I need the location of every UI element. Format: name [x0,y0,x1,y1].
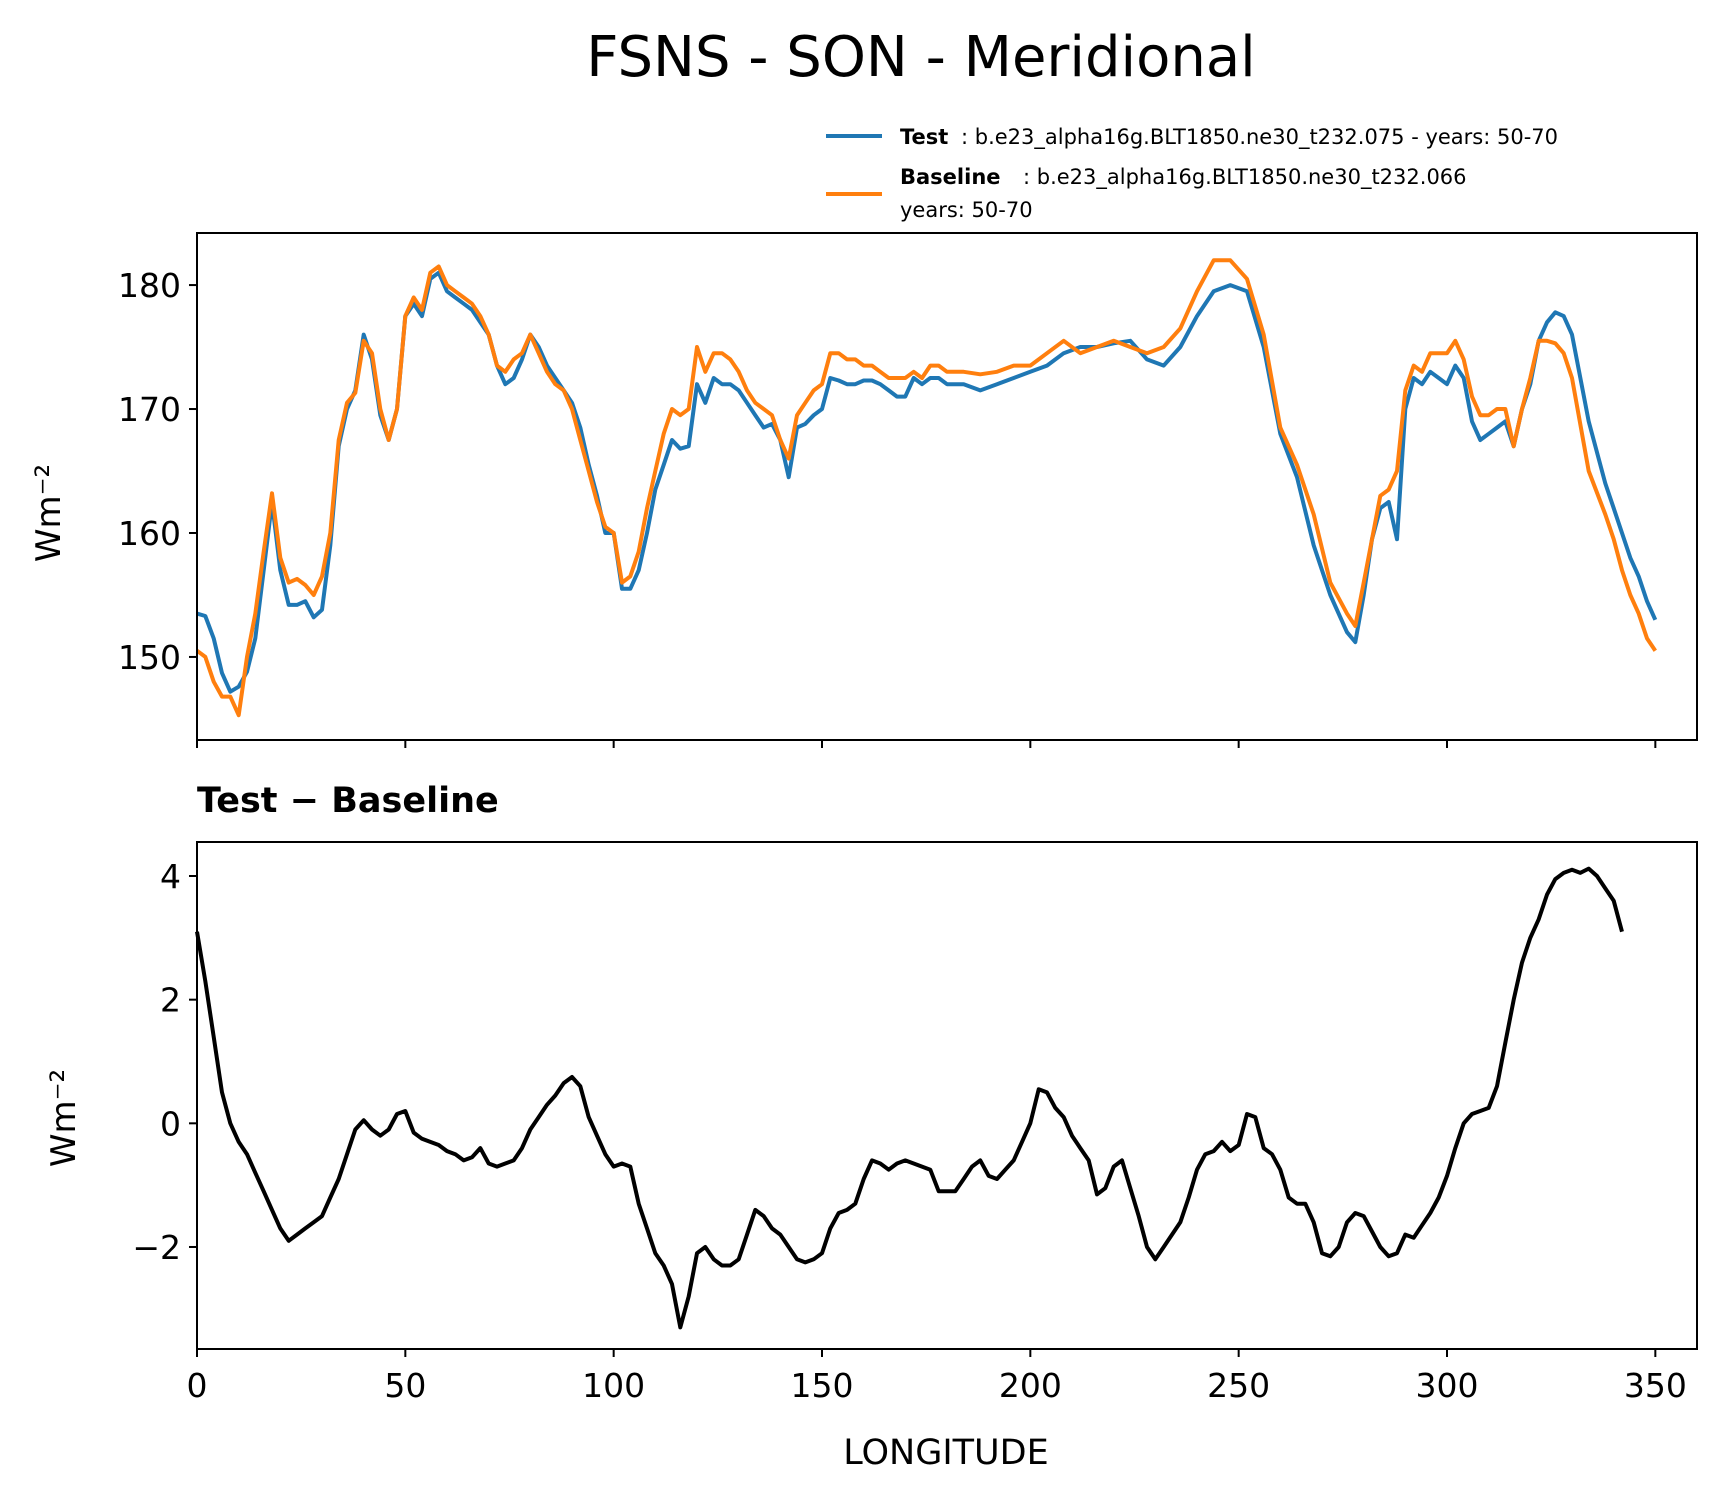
y-tick-label-0-2: 170 [118,390,181,429]
legend-test-detail: : b.e23_alpha16g.BLT1850.ne30_t232.075 -… [961,125,1558,150]
series-line-0-0 [196,270,1658,694]
series-line-1-0 [195,866,1624,1330]
axes-frame-1 [196,841,1698,1350]
y-tick-label-0-0: 150 [118,638,181,677]
series-line-0-1 [195,258,1657,718]
x-tick-label-5: 250 [1207,1366,1270,1405]
y-tick-label-0-1: 160 [118,514,181,553]
legend-baseline-name: Baseline [900,165,1001,189]
x-tick-label-0: 0 [187,1366,208,1405]
y-tick-label-1-2: 2 [160,981,181,1020]
x-tick-label-1: 50 [384,1366,426,1405]
chart-title: FSNS - SON - Meridional [586,25,1255,90]
axes-frame-0 [196,232,1698,741]
legend-baseline-detail-2: years: 50-70 [900,198,1033,222]
x-axis-label: LONGITUDE [843,1433,1049,1473]
bottom-panel-subtitle: Test − Baseline [197,781,499,821]
legend-test-name: Test [900,125,948,149]
x-tick-label-7: 350 [1624,1366,1687,1405]
y-tick-label-1-3: 4 [160,857,181,896]
top-panel-y-axis-label: Wm⁻² [29,464,69,562]
x-tick-label-2: 100 [582,1366,645,1405]
x-tick-label-3: 150 [791,1366,854,1405]
legend-baseline-detail: : b.e23_alpha16g.BLT1850.ne30_t232.066 [1023,165,1467,190]
legend: Test : b.e23_alpha16g.BLT1850.ne30_t232.… [826,125,1558,222]
y-tick-label-1-0: −2 [132,1228,181,1267]
y-tick-label-1-1: 0 [160,1104,181,1143]
y-tick-label-0-3: 180 [118,266,181,305]
bottom-panel-y-axis-label: Wm⁻² [44,1069,84,1167]
top-panel: Wm⁻² 150 160 170 180 [29,232,1698,748]
bottom-panel: Test − Baseline Wm⁻² −2 0 2 4 0 50 100 150 200 25… [44,781,1698,1405]
x-tick-label-6: 300 [1416,1366,1479,1405]
x-tick-label-4: 200 [999,1366,1062,1405]
